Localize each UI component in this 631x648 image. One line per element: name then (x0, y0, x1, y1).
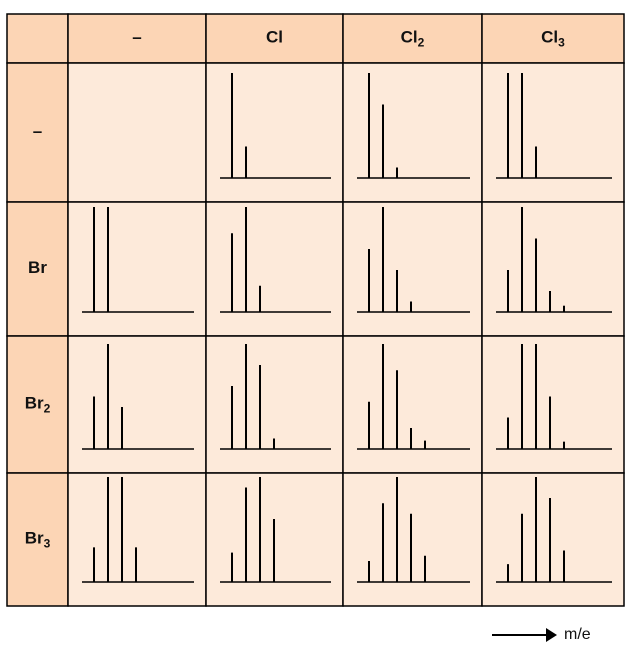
spectrum-cell (67, 62, 207, 203)
column-header-1-symbol: Cl (266, 28, 283, 47)
spectrum-cell (342, 472, 483, 607)
spectrum-0-2 (357, 73, 470, 179)
spectrum-2-2 (357, 344, 470, 450)
column-header-3-symbol: Cl (541, 28, 558, 47)
header-cell (6, 472, 69, 607)
spectra-layer (82, 73, 612, 583)
row-header-2: Br2 (25, 394, 51, 416)
row-header-2-subscript: 2 (44, 402, 51, 416)
spectrum-1-1 (220, 207, 331, 313)
arrow-right-icon (492, 634, 550, 636)
column-header-0-symbol: – (132, 28, 141, 47)
spectrum-cell (67, 472, 207, 607)
cells-layer (6, 13, 625, 607)
spectrum-2-1 (220, 344, 331, 450)
spectrum-cell (205, 62, 344, 203)
row-header-1-symbol: Br (28, 258, 47, 277)
spectrum-cell (205, 201, 344, 337)
spectrum-1-3 (496, 207, 612, 313)
header-cell (6, 201, 69, 337)
spectrum-cell (481, 472, 625, 607)
row-header-1: Br (28, 258, 47, 277)
row-header-2-symbol: Br (25, 394, 44, 413)
arrow-head-icon (546, 628, 557, 642)
spectrum-cell (342, 335, 483, 474)
spectrum-3-1 (220, 477, 331, 583)
spectrum-2-3 (496, 344, 612, 450)
spectrum-1-0 (82, 207, 194, 313)
spectrum-cell (481, 201, 625, 337)
row-header-0: – (33, 122, 42, 141)
spectrum-0-3 (496, 73, 612, 179)
spectrum-2-0 (82, 344, 194, 450)
spectrum-1-2 (357, 207, 470, 313)
spectrum-cell (342, 201, 483, 337)
spectrum-cell (67, 201, 207, 337)
spectrum-cell (481, 62, 625, 203)
spectrum-cell (205, 335, 344, 474)
spectrum-cell (481, 335, 625, 474)
spectrum-0-1 (220, 73, 331, 179)
spectrum-3-2 (357, 477, 470, 583)
corner-cell (6, 13, 69, 64)
header-cell (342, 13, 483, 64)
row-header-3: Br3 (25, 529, 51, 551)
column-header-3-subscript: 3 (558, 36, 565, 50)
spectrum-3-3 (496, 477, 612, 583)
header-cell (205, 13, 344, 64)
header-cell (481, 13, 625, 64)
column-header-2: Cl2 (401, 28, 425, 50)
row-header-3-subscript: 3 (44, 537, 51, 551)
column-header-0: – (132, 28, 141, 47)
spectrum-cell (67, 335, 207, 474)
column-header-2-subscript: 2 (418, 36, 425, 50)
spectrum-cell (342, 62, 483, 203)
column-header-2-symbol: Cl (401, 28, 418, 47)
row-header-3-symbol: Br (25, 529, 44, 548)
column-header-1: Cl (266, 28, 283, 47)
row-header-0-symbol: – (33, 122, 42, 141)
axis-caption-label: m/e (564, 626, 591, 643)
spectrum-3-0 (82, 477, 194, 583)
column-header-3: Cl3 (541, 28, 565, 50)
mass-axis-caption: m/e (492, 624, 622, 646)
header-cell (67, 13, 207, 64)
